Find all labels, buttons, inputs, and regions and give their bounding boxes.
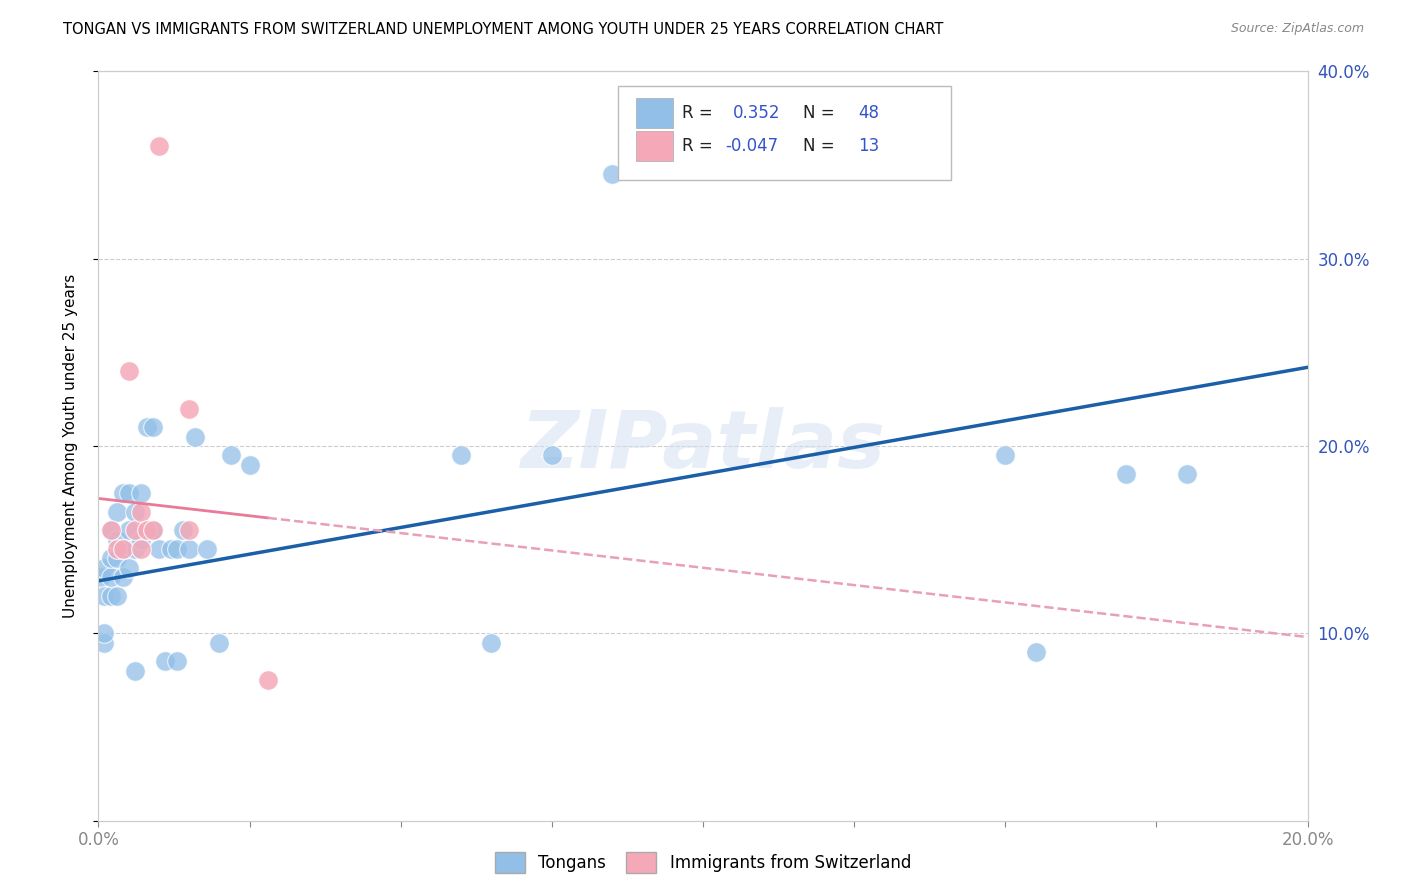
Point bbox=[124, 664, 146, 678]
Point bbox=[142, 420, 165, 434]
Point bbox=[105, 551, 128, 566]
Point bbox=[195, 542, 218, 557]
FancyBboxPatch shape bbox=[637, 131, 672, 161]
Text: Source: ZipAtlas.com: Source: ZipAtlas.com bbox=[1230, 22, 1364, 36]
Point bbox=[208, 635, 231, 649]
Point bbox=[129, 486, 152, 500]
Point bbox=[93, 635, 115, 649]
Text: -0.047: -0.047 bbox=[724, 137, 778, 155]
FancyBboxPatch shape bbox=[619, 87, 950, 180]
Text: N =: N = bbox=[803, 103, 841, 121]
Point bbox=[118, 561, 141, 575]
Point bbox=[129, 505, 152, 519]
Point bbox=[111, 486, 134, 500]
Point bbox=[135, 524, 157, 538]
Point bbox=[124, 524, 146, 538]
Point bbox=[93, 589, 115, 603]
Point bbox=[166, 542, 188, 557]
Text: N =: N = bbox=[803, 137, 841, 155]
Point bbox=[160, 542, 183, 557]
Text: R =: R = bbox=[682, 103, 718, 121]
Text: 13: 13 bbox=[858, 137, 879, 155]
Point bbox=[135, 524, 157, 538]
Point bbox=[450, 449, 472, 463]
Text: 48: 48 bbox=[858, 103, 879, 121]
Point bbox=[100, 589, 122, 603]
Point bbox=[129, 542, 152, 557]
FancyBboxPatch shape bbox=[637, 97, 672, 128]
Y-axis label: Unemployment Among Youth under 25 years: Unemployment Among Youth under 25 years bbox=[63, 274, 77, 618]
Point bbox=[93, 561, 115, 575]
Point bbox=[105, 533, 128, 547]
Point bbox=[93, 626, 115, 640]
Text: 0.352: 0.352 bbox=[734, 103, 780, 121]
Point bbox=[135, 420, 157, 434]
Point bbox=[172, 524, 194, 538]
Point bbox=[1115, 467, 1137, 482]
Point bbox=[105, 589, 128, 603]
Point bbox=[100, 570, 122, 584]
Point bbox=[540, 449, 562, 463]
Point bbox=[142, 524, 165, 538]
Point bbox=[148, 542, 170, 557]
Point bbox=[111, 542, 134, 557]
Point bbox=[100, 551, 122, 566]
Point bbox=[166, 655, 188, 669]
Point bbox=[184, 430, 207, 444]
Text: R =: R = bbox=[682, 137, 718, 155]
Legend: Tongans, Immigrants from Switzerland: Tongans, Immigrants from Switzerland bbox=[488, 846, 918, 880]
Text: TONGAN VS IMMIGRANTS FROM SWITZERLAND UNEMPLOYMENT AMONG YOUTH UNDER 25 YEARS CO: TONGAN VS IMMIGRANTS FROM SWITZERLAND UN… bbox=[63, 22, 943, 37]
Point bbox=[105, 542, 128, 557]
Point bbox=[256, 673, 278, 688]
Point bbox=[111, 542, 134, 557]
Point bbox=[994, 449, 1017, 463]
Point bbox=[1175, 467, 1198, 482]
Point bbox=[118, 364, 141, 378]
Point bbox=[90, 570, 112, 584]
Point bbox=[100, 524, 122, 538]
Point bbox=[153, 655, 176, 669]
Point bbox=[105, 505, 128, 519]
Point bbox=[124, 542, 146, 557]
Point bbox=[602, 168, 624, 182]
Point bbox=[179, 542, 201, 557]
Point bbox=[142, 524, 165, 538]
Text: ZIPatlas: ZIPatlas bbox=[520, 407, 886, 485]
Point bbox=[124, 505, 146, 519]
Point bbox=[118, 486, 141, 500]
Point bbox=[481, 635, 503, 649]
Point bbox=[100, 524, 122, 538]
Point bbox=[148, 139, 170, 153]
Point bbox=[239, 458, 262, 472]
Point bbox=[1024, 645, 1046, 659]
Point bbox=[118, 524, 141, 538]
Point bbox=[221, 449, 243, 463]
Point bbox=[129, 533, 152, 547]
Point bbox=[179, 524, 201, 538]
Point bbox=[179, 401, 201, 416]
Point bbox=[111, 570, 134, 584]
